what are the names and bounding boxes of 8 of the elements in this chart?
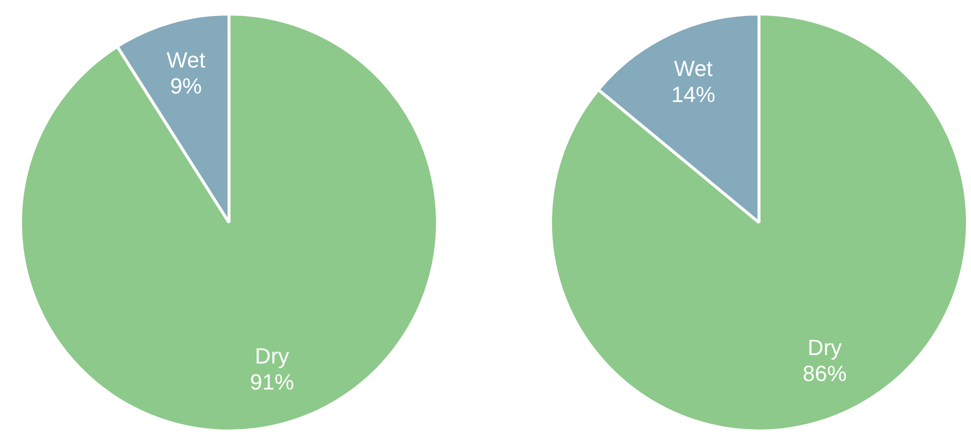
slice-label: Dry <box>254 344 290 369</box>
slice-label: Dry <box>808 335 842 360</box>
data-label: 86% <box>802 361 847 386</box>
slice-label: Wet <box>166 47 206 72</box>
data-label: 91% <box>250 370 294 395</box>
slice-label: Wet <box>674 56 713 81</box>
data-label: 14% <box>671 82 716 107</box>
data-label: 9% <box>170 73 202 98</box>
